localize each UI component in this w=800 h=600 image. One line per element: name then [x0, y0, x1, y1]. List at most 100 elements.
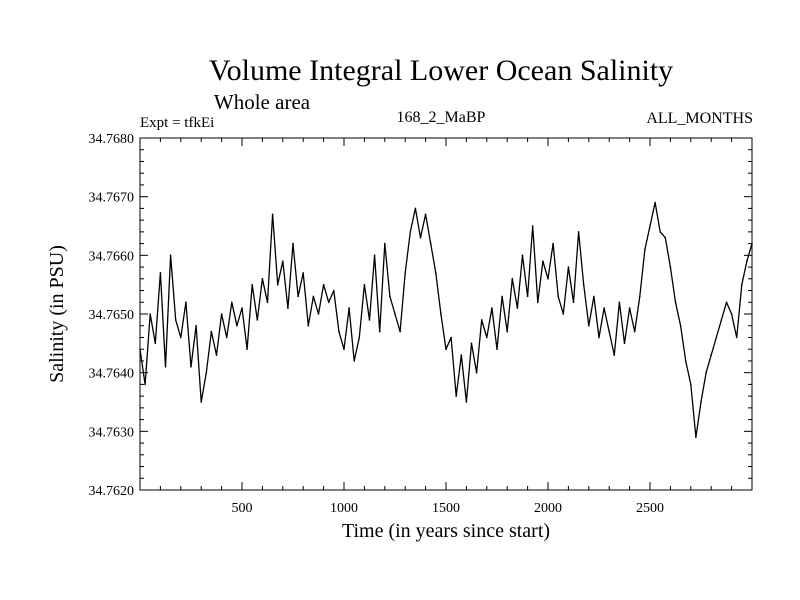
data-point: [618, 301, 621, 304]
data-point: [414, 207, 417, 210]
data-point: [333, 289, 335, 292]
data-point: [185, 301, 187, 304]
plot-frame: [139, 137, 753, 491]
data-point: [302, 272, 305, 274]
data-point: [159, 272, 162, 274]
data-point: [741, 283, 743, 286]
data-point: [276, 283, 279, 286]
x-tick-label: 2000: [534, 501, 562, 516]
data-point: [343, 348, 345, 351]
data-point: [363, 283, 366, 286]
data-point: [567, 266, 570, 268]
data-point: [547, 278, 549, 280]
data-point: [572, 301, 575, 304]
data-point: [475, 371, 478, 374]
data-point: [409, 231, 412, 233]
data-point: [695, 436, 697, 439]
data-point: [735, 336, 738, 339]
x-tick-label: 1000: [330, 501, 358, 516]
data-point: [389, 295, 391, 298]
y-tick-label: 34.7680: [89, 132, 135, 147]
data-point: [256, 319, 259, 321]
data-point: [246, 348, 248, 351]
data-point: [491, 307, 493, 309]
data-point: [654, 201, 656, 204]
data-point: [480, 319, 483, 321]
data-point: [261, 278, 264, 280]
data-point: [710, 354, 712, 356]
data-point: [271, 213, 274, 216]
data-point: [322, 283, 325, 286]
x-tick-label: 500: [232, 501, 253, 516]
data-point: [521, 254, 524, 257]
data-point: [588, 324, 590, 327]
data-point: [373, 254, 376, 257]
y-tick-label: 34.7640: [89, 367, 135, 382]
data-point: [649, 225, 651, 227]
data-point: [297, 295, 299, 298]
y-axis-label: Salinity (in PSU): [46, 245, 68, 383]
data-point: [399, 330, 401, 333]
data-point: [557, 295, 559, 298]
chart-subtitle: Whole area: [214, 90, 311, 114]
data-point: [419, 236, 422, 239]
data-point: [394, 313, 396, 315]
data-point: [215, 354, 218, 356]
data-point: [200, 401, 202, 403]
data-point: [623, 342, 626, 345]
data-point: [460, 354, 463, 356]
data-point: [190, 366, 192, 368]
data-point: [404, 272, 407, 274]
data-point: [307, 324, 310, 327]
data-point: [358, 336, 361, 339]
data-point: [577, 231, 580, 233]
experiment-label: Expt = tfkEi: [140, 115, 214, 131]
data-point: [506, 330, 509, 333]
data-point: [496, 348, 498, 351]
data-point: [730, 313, 733, 315]
data-point: [169, 254, 172, 257]
data-point: [292, 242, 294, 245]
data-point: [705, 371, 707, 374]
data-point: [195, 324, 197, 327]
plot-area: [139, 201, 753, 439]
data-point: [690, 383, 692, 386]
data-point: [368, 319, 371, 321]
x-axis-label: Time (in years since start): [342, 520, 550, 542]
data-point: [149, 313, 151, 315]
data-point: [674, 301, 677, 304]
data-point: [384, 242, 386, 245]
x-tick-label: 2500: [636, 501, 664, 516]
data-point: [282, 260, 284, 263]
data-point: [236, 324, 238, 327]
data-point: [628, 307, 631, 309]
data-point: [684, 360, 687, 362]
data-point: [435, 272, 437, 274]
data-point: [700, 401, 702, 403]
run-label: 168_2_MaBP: [397, 109, 486, 126]
data-point: [241, 307, 243, 309]
data-point: [338, 330, 340, 333]
salinity-series-line: [139, 201, 753, 438]
data-point: [715, 336, 718, 339]
data-point: [465, 401, 468, 403]
data-point: [348, 307, 350, 309]
y-tick-label: 34.7620: [89, 484, 135, 499]
data-point: [154, 342, 157, 345]
data-point: [225, 336, 228, 339]
x-tick-label: 1500: [432, 501, 460, 516]
data-point: [562, 313, 565, 315]
data-point: [598, 336, 600, 339]
data-point: [582, 283, 585, 286]
data-point: [445, 348, 447, 351]
data-point: [327, 301, 330, 304]
data-point: [552, 242, 554, 245]
data-point: [312, 295, 315, 298]
data-point: [613, 354, 616, 356]
data-point: [516, 307, 519, 309]
data-point: [266, 301, 269, 304]
y-tick-label: 34.7670: [89, 191, 135, 206]
data-point: [486, 336, 488, 339]
data-point: [679, 324, 682, 327]
